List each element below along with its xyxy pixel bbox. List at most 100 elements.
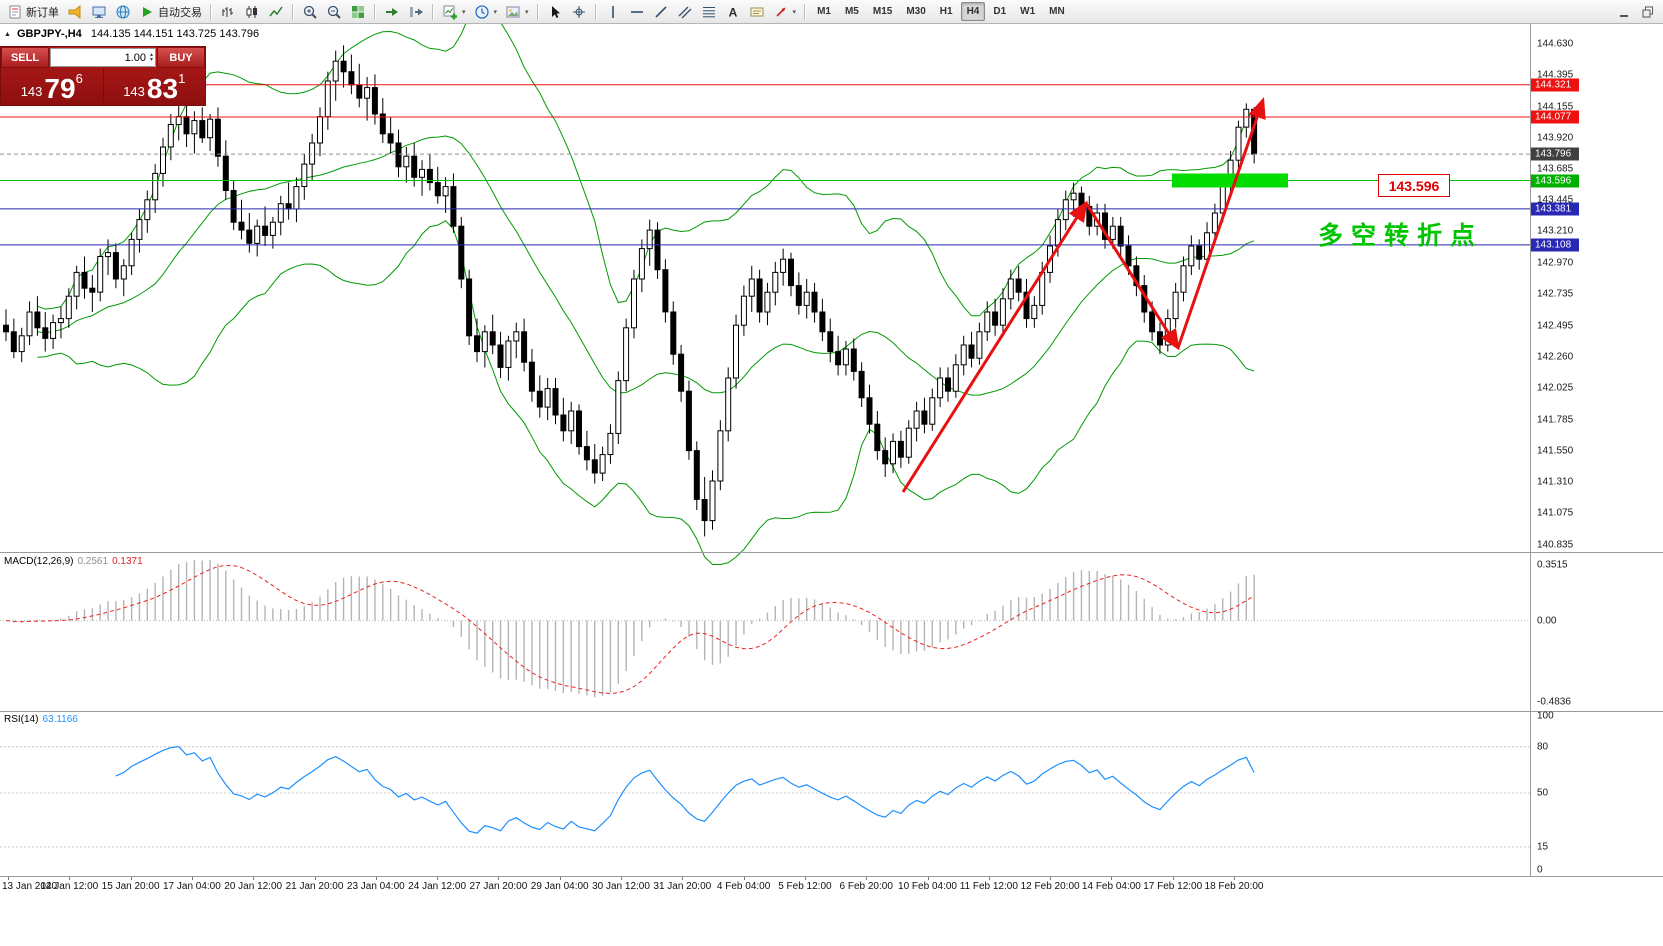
price-axis-label: 141.550 bbox=[1537, 445, 1574, 457]
time-axis-label: 31 Jan 20:00 bbox=[653, 881, 712, 892]
time-axis-label: 21 Jan 20:00 bbox=[285, 881, 344, 892]
bollinger-bands[interactable] bbox=[37, 3, 1255, 565]
turning-point-label[interactable]: 多空转折点 bbox=[1318, 222, 1484, 250]
templates-button[interactable]: ▾ bbox=[501, 1, 533, 23]
vertical-line-button[interactable] bbox=[601, 1, 625, 23]
panel-separator-macd[interactable] bbox=[0, 552, 1663, 553]
sell-price[interactable]: 143 79 6 bbox=[1, 68, 103, 105]
buy-price[interactable]: 143 83 1 bbox=[104, 68, 206, 105]
panel-separator-rsi[interactable] bbox=[0, 711, 1663, 712]
sell-price-point: 6 bbox=[75, 71, 83, 86]
green-highlight-box[interactable] bbox=[1172, 173, 1288, 188]
arrowset-icon bbox=[773, 4, 789, 20]
image-icon bbox=[505, 4, 521, 20]
chart-shift-button[interactable] bbox=[404, 1, 428, 23]
metaeditor-button[interactable] bbox=[63, 1, 87, 23]
rsi-axis-label: 50 bbox=[1537, 787, 1549, 799]
ohlc-values: 144.135 144.151 143.725 143.796 bbox=[90, 28, 260, 40]
time-axis-label: 18 Feb 20:00 bbox=[1204, 881, 1264, 892]
stepper-up-icon[interactable]: ▴ bbox=[149, 51, 153, 58]
fibonacci-button[interactable] bbox=[697, 1, 721, 23]
timeframe-w1-button[interactable]: W1 bbox=[1020, 6, 1036, 17]
timeframe-m1-button[interactable]: M1 bbox=[817, 6, 831, 17]
grid-icon bbox=[350, 4, 366, 20]
trend-arrow[interactable] bbox=[901, 200, 1088, 493]
volume-input[interactable]: 1.00 ▴ ▾ bbox=[50, 48, 156, 67]
sell-price-prefix: 143 bbox=[20, 84, 43, 100]
arrows-button[interactable]: ▾ bbox=[769, 1, 801, 23]
price-axis-label: 142.970 bbox=[1537, 257, 1574, 269]
trendline-button[interactable] bbox=[649, 1, 673, 23]
candlestick-chart-button[interactable] bbox=[240, 1, 264, 23]
zoom-in-button[interactable] bbox=[298, 1, 322, 23]
time-axis-separator bbox=[0, 876, 1663, 877]
time-tick bbox=[130, 877, 132, 880]
channel-button[interactable] bbox=[673, 1, 697, 23]
profiles-button[interactable]: ▾ bbox=[470, 1, 502, 23]
tile-windows-button[interactable] bbox=[346, 1, 370, 23]
main-toolbar: 新订单 自动交易 ▾ ▾ ▾ A ▾ M1 M5 M15 M30 H1 H4 D1 W1 MN bbox=[0, 0, 1663, 24]
timeframe-m5-button[interactable]: M5 bbox=[844, 6, 859, 17]
price-axis-label: 143.685 bbox=[1537, 163, 1574, 175]
time-axis[interactable]: 13 Jan 2020 14 Jan 12:00 15 Jan 20:00 17 Ja… bbox=[0, 877, 1663, 901]
new-order-button[interactable]: 新订单 bbox=[3, 1, 63, 23]
market-watch-button[interactable] bbox=[87, 1, 111, 23]
macd-label: MACD(12,26,9) 0.2561 0.1371 bbox=[4, 556, 143, 567]
rsi-axis-label: 80 bbox=[1537, 741, 1549, 753]
macd-histogram bbox=[13, 560, 1255, 698]
time-axis-label: 6 Feb 20:00 bbox=[839, 881, 893, 892]
toolbar-separator bbox=[374, 3, 376, 20]
buy-button[interactable]: BUY bbox=[157, 47, 205, 68]
timeframe-mn-button[interactable]: MN bbox=[1049, 6, 1065, 17]
macd-axis-label: 0.3515 bbox=[1537, 559, 1568, 571]
horizontal-line-button[interactable] bbox=[625, 1, 649, 23]
time-axis-label: 15 Jan 20:00 bbox=[101, 881, 160, 892]
minimize-chart-button[interactable] bbox=[1612, 1, 1636, 23]
trend-arrow[interactable] bbox=[1176, 97, 1266, 349]
zoom-out-button[interactable] bbox=[322, 1, 346, 23]
svg-text:A: A bbox=[728, 5, 737, 19]
minimize-icon bbox=[1616, 4, 1632, 20]
autotrading-button[interactable]: 自动交易 bbox=[135, 1, 206, 23]
timeframe-h4-button[interactable]: H4 bbox=[960, 2, 986, 21]
macd-main-value: 0.2561 bbox=[77, 556, 109, 567]
trend-arrow[interactable] bbox=[1084, 202, 1180, 351]
cursor-button[interactable] bbox=[543, 1, 567, 23]
time-axis-label: 20 Jan 12:00 bbox=[224, 881, 283, 892]
line-chart-button[interactable] bbox=[264, 1, 288, 23]
auto-scroll-button[interactable] bbox=[380, 1, 404, 23]
time-tick bbox=[1234, 877, 1235, 880]
doc-icon bbox=[7, 4, 23, 20]
bar-chart-button[interactable] bbox=[216, 1, 240, 23]
timeframe-toolbar: M1 M5 M15 M30 H1 H4 D1 W1 MN bbox=[810, 2, 1072, 21]
time-axis-label: 29 Jan 04:00 bbox=[530, 881, 589, 892]
stepper-down-icon[interactable]: ▾ bbox=[149, 56, 153, 63]
toolbar-separator bbox=[292, 3, 294, 20]
text-button[interactable]: A bbox=[721, 1, 745, 23]
price-axis[interactable]: 144.630 144.395 144.155 143.920 143.685 143.4… bbox=[1531, 24, 1662, 900]
timeframe-m15-button[interactable]: M15 bbox=[872, 6, 893, 17]
candles-layer bbox=[3, 45, 1258, 537]
crosshair-button[interactable] bbox=[567, 1, 591, 23]
sell-price-main: 79 bbox=[44, 73, 76, 105]
quote-panel-toggle-icon[interactable]: ▲ bbox=[4, 30, 11, 38]
timeframe-d1-button[interactable]: D1 bbox=[993, 6, 1007, 17]
new-chart-button[interactable]: ▾ bbox=[438, 1, 470, 23]
label-button[interactable] bbox=[745, 1, 769, 23]
autotrading-button-label: 自动交易 bbox=[158, 6, 202, 19]
newchart-icon bbox=[442, 4, 458, 20]
volume-stepper[interactable]: ▴ ▾ bbox=[149, 51, 153, 63]
price-callout-box[interactable]: 143.596 bbox=[1378, 174, 1450, 197]
timeframe-m30-button[interactable]: M30 bbox=[906, 6, 926, 17]
linechart-icon bbox=[268, 4, 284, 20]
label-icon bbox=[749, 4, 765, 20]
sell-button[interactable]: SELL bbox=[1, 47, 49, 68]
community-button[interactable] bbox=[111, 1, 135, 23]
time-axis-label: 10 Feb 04:00 bbox=[898, 881, 957, 892]
time-tick bbox=[559, 877, 561, 880]
price-axis-label: 142.495 bbox=[1537, 320, 1574, 332]
restore-chart-button[interactable] bbox=[1636, 1, 1660, 23]
price-tag-144.321: 144.321 bbox=[1531, 78, 1579, 92]
timeframe-h1-button[interactable]: H1 bbox=[939, 6, 953, 17]
